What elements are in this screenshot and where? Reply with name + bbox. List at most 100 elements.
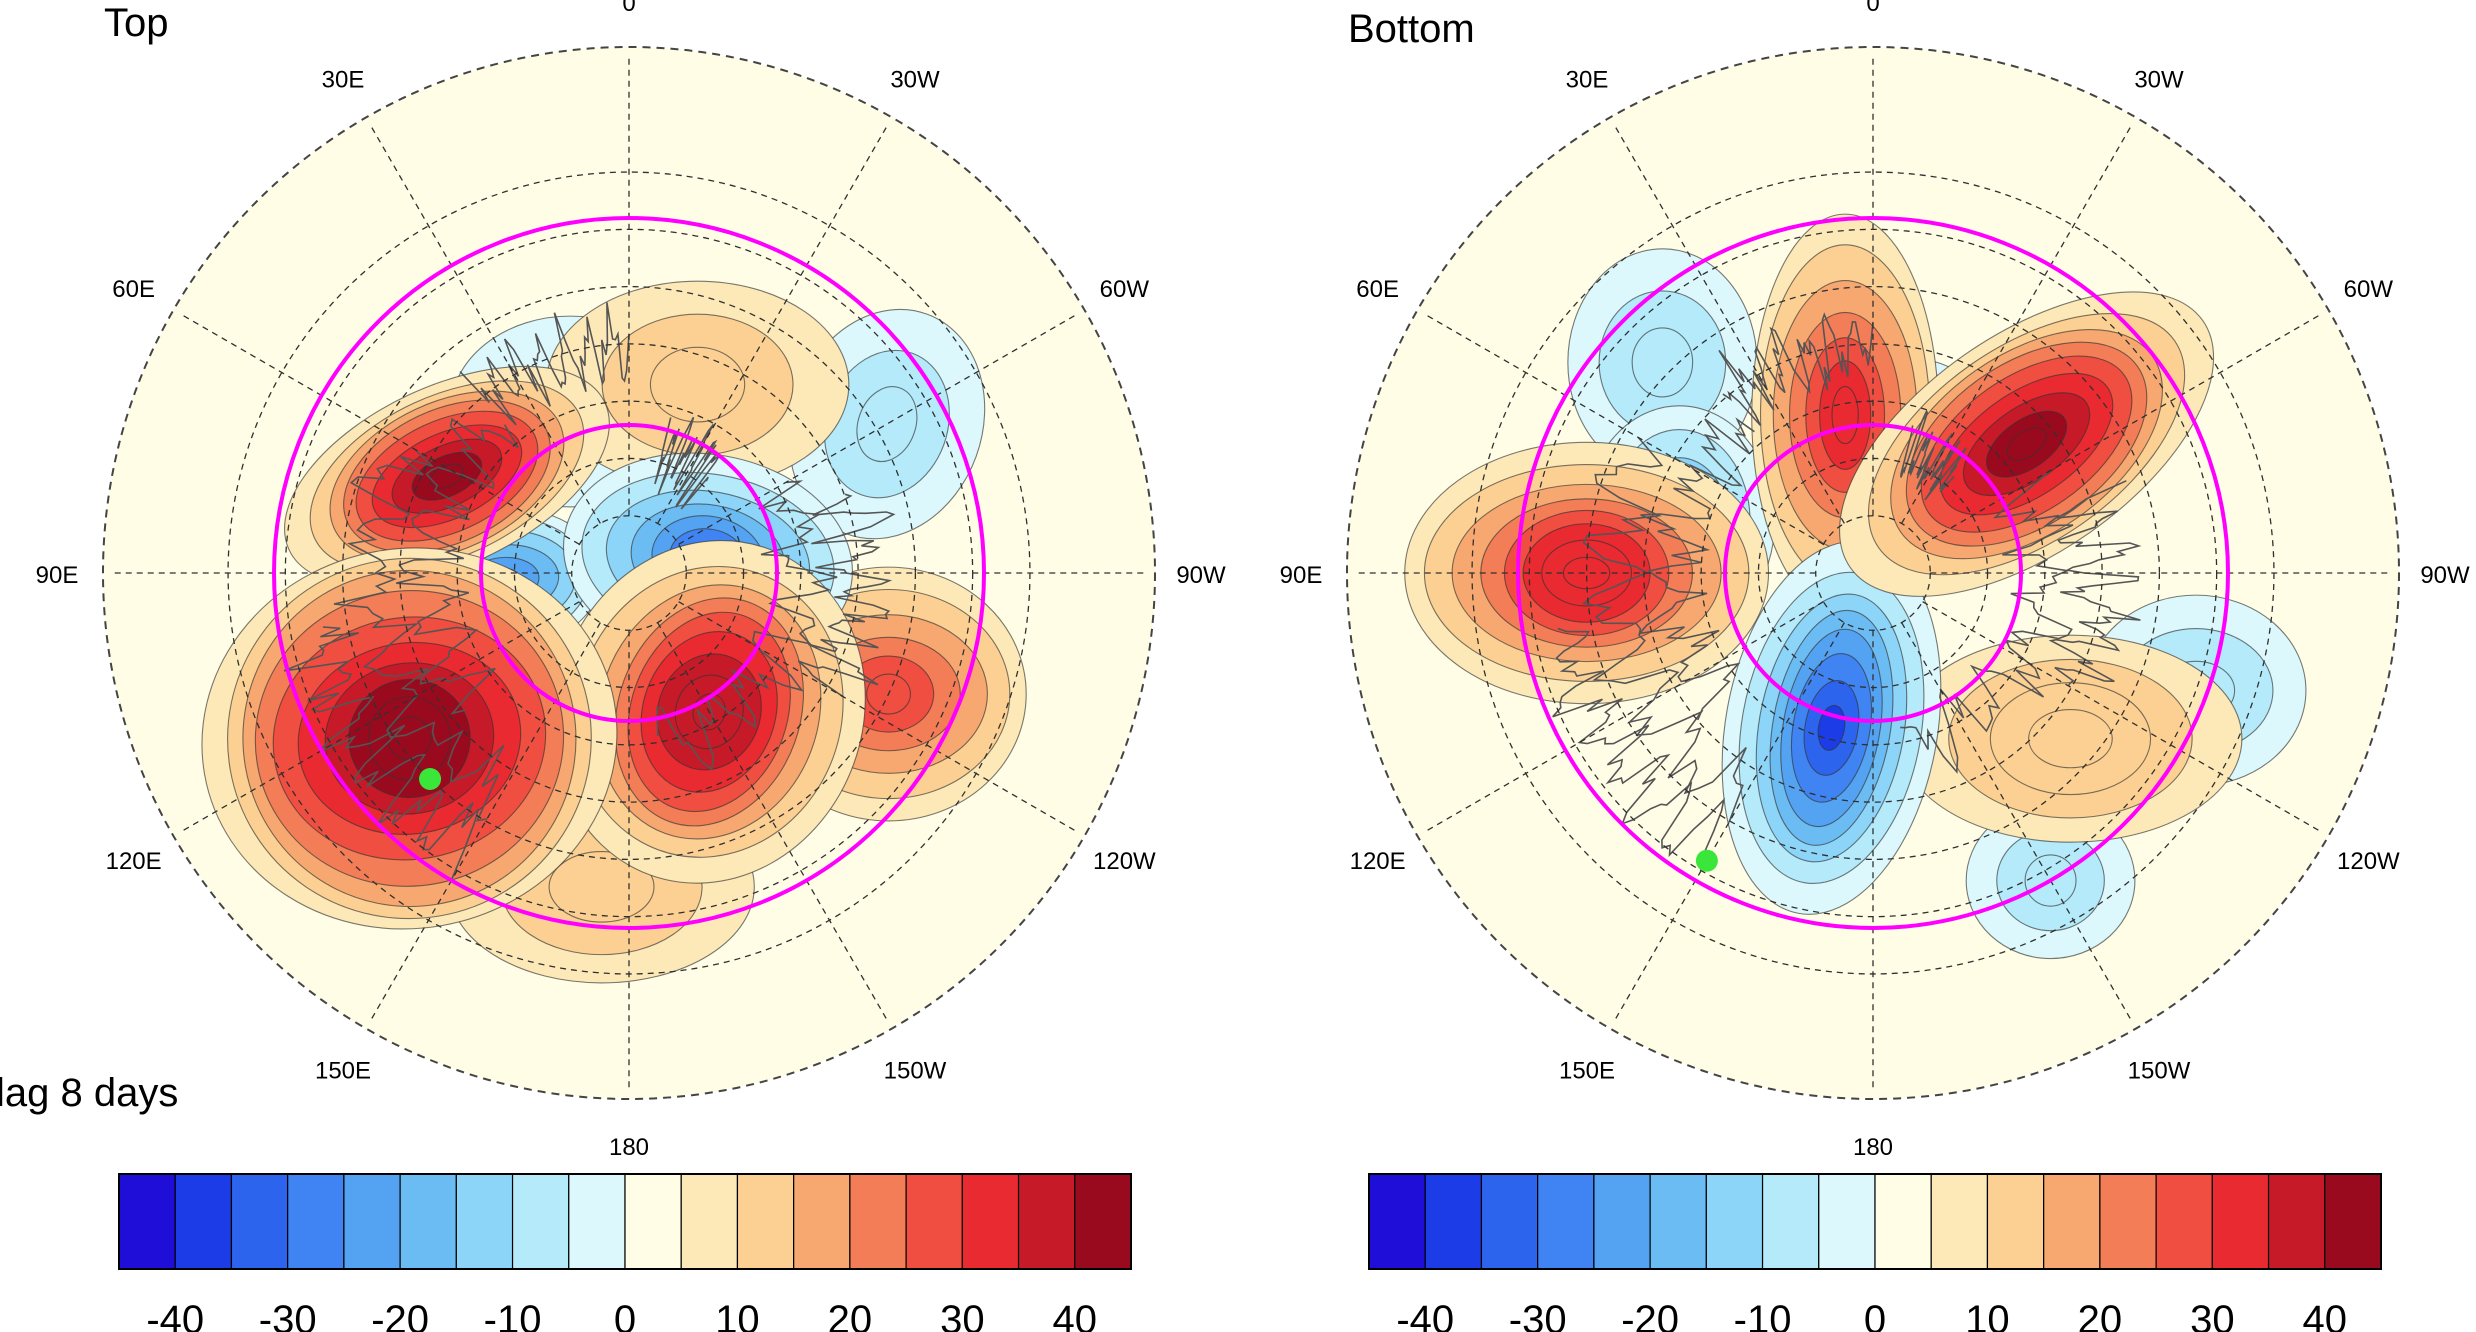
coastline [1718, 312, 1874, 427]
longitude-label: 120W [1093, 848, 1156, 875]
coastlines [1552, 312, 2142, 866]
longitude-label: 150E [1559, 1057, 1615, 1084]
contour-band [548, 851, 655, 923]
contour-band [2006, 427, 2047, 461]
longitude-label: 60W [1100, 276, 1150, 303]
colorbar-tick-label: -20 [1621, 1298, 1679, 1332]
longitude-labels: 0 30W 60W 90W 120W 150W 180 150E 120E 90E 60E 30E [1280, 0, 2470, 1161]
colorbar-swatch [1761, 1173, 1820, 1270]
colorbar-tick-label: 30 [2190, 1298, 2235, 1332]
longitude-label: 60E [1356, 276, 1399, 303]
coastline [1900, 469, 2074, 774]
colorbar-left: -40 -30 -20 -10 0 10 20 30 40 [118, 1173, 1132, 1332]
colorbar-swatch [680, 1173, 739, 1270]
contour-band [2028, 709, 2113, 769]
coastlines [283, 302, 896, 883]
colorbar-swatch [1368, 1173, 1426, 1270]
colorbar-swatch [230, 1173, 289, 1270]
coastline [1900, 409, 1967, 501]
colorbar-tick-label: -40 [1396, 1298, 1454, 1332]
anomaly-field [1404, 213, 2307, 960]
contour-band [429, 463, 465, 489]
longitude-label: 30E [322, 67, 365, 94]
colorbar-swatch [568, 1173, 626, 1270]
longitude-label: 60W [2344, 276, 2394, 303]
anomaly-center [545, 280, 850, 489]
longitude-label: 120W [2337, 848, 2400, 875]
colorbar-swatch [1930, 1173, 1989, 1270]
longitude-label: 90E [1280, 562, 1323, 589]
coastline [283, 626, 480, 883]
contour-band [856, 386, 918, 463]
colorbar-tick-label: 10 [715, 1298, 760, 1332]
coastline [1552, 627, 1726, 866]
panel-title: Bottom [1348, 7, 1475, 51]
longitude-label: 180 [1853, 1134, 1893, 1161]
outer-domain-circle [272, 216, 986, 930]
colorbar-swatch [2324, 1173, 2382, 1270]
longitude-label: 180 [609, 1134, 649, 1161]
contour-band [649, 346, 746, 423]
inner-domain-circle [479, 423, 779, 723]
latitude-circle [399, 343, 859, 803]
coastline [1581, 436, 1747, 823]
longitude-label: 120E [106, 848, 162, 875]
colorbar-swatch [2211, 1173, 2270, 1270]
longitude-label: 120E [1350, 848, 1406, 875]
contour-band [1831, 385, 1859, 445]
longitude-label: 90E [36, 562, 79, 589]
latitude-circle [1643, 343, 2103, 803]
colorbar-swatch [624, 1173, 682, 1270]
contour-band [1631, 327, 1694, 398]
latitude-circle [341, 285, 917, 861]
colorbar-swatch [1818, 1173, 1876, 1270]
colorbar-tick-label: 10 [1965, 1298, 2010, 1332]
longitude-label: 90W [1176, 562, 1226, 589]
outer-domain-circle [1516, 216, 2230, 930]
map-panel-bottom: Bottom 0 30W 60W 90W 120W 150W 180 150E 120E 90E 6… [1280, 0, 2470, 1161]
colorbar-swatch [455, 1173, 514, 1270]
colorbar-tick-label: 0 [1864, 1298, 1886, 1332]
colorbar-swatch [1705, 1173, 1764, 1270]
anomaly-center [1839, 291, 2215, 597]
colorbar-swatch [1593, 1173, 1651, 1270]
colorbar-tick-label: -30 [1509, 1298, 1567, 1332]
colorbar-swatch [2155, 1173, 2213, 1270]
longitude-label: 0 [1866, 0, 1879, 17]
colorbar-tick-label: -40 [146, 1298, 204, 1332]
latitude-circle [1585, 285, 2161, 861]
colorbar-swatch [1986, 1173, 2045, 1270]
location-marker [419, 768, 442, 791]
panel-title: Top [104, 1, 169, 45]
colorbar-swatch [1017, 1173, 1076, 1270]
colorbar-tick-label: 40 [1053, 1298, 1098, 1332]
colorbar-swatch [905, 1173, 963, 1270]
colorbar-frame [118, 1173, 1132, 1270]
coastline [333, 448, 505, 822]
lag-label: lag 8 days [0, 1071, 178, 1115]
colorbar-tick-label: 20 [828, 1298, 873, 1332]
coastline [656, 480, 838, 771]
longitude-label: 30W [890, 67, 940, 94]
map-panel-top: Top 0 30W 60W 90W 120W 150W 180 150E 120E 90E 60E 3… [36, 0, 1226, 1161]
colorbar-tick-label: -20 [371, 1298, 429, 1332]
colorbar-swatch [174, 1173, 233, 1270]
longitude-label: 150W [884, 1057, 947, 1084]
colorbar-tick-label: -10 [1734, 1298, 1792, 1332]
graticule [113, 57, 1145, 1089]
map-border [102, 46, 1156, 1100]
inner-domain-circle [1723, 423, 2023, 723]
colorbar-swatch [1074, 1173, 1132, 1270]
colorbar-swatch [1649, 1173, 1707, 1270]
coastline [1637, 417, 1755, 721]
anomaly-center [284, 365, 610, 587]
colorbar-right: -40 -30 -20 -10 0 10 20 30 40 [1368, 1173, 2382, 1332]
coastline [459, 302, 630, 426]
longitude-label: 0 [622, 0, 635, 17]
colorbar-swatch [793, 1173, 851, 1270]
longitude-label: 30W [2134, 67, 2184, 94]
colorbar-swatch [2043, 1173, 2101, 1270]
location-marker [1695, 849, 1718, 872]
colorbar-tick-label: 0 [614, 1298, 636, 1332]
